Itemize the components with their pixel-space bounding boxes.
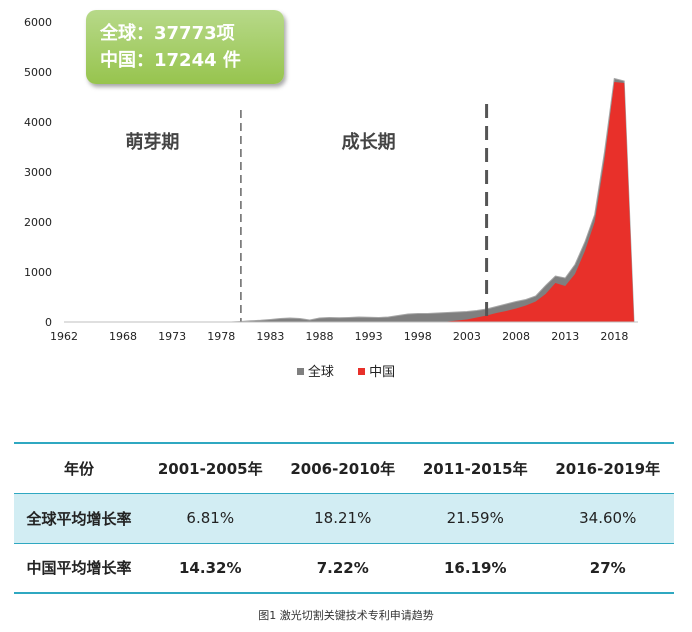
cell-global-1: 6.81% [144,492,277,544]
phase-label-1: 成长期 [342,131,396,153]
series-area-1 [64,82,634,322]
legend-swatch-china [358,368,366,375]
y-axis-tick-labels: 0 1000 2000 3000 4000 5000 6000 [24,16,52,329]
figure-caption: 图1 激光切割关键技术专利申请趋势 [258,609,434,622]
header-period-3: 2011-2015年 [422,459,528,478]
cell-china-4: 27% [589,558,626,577]
table-row-global: 全球平均增长率 6.81% 18.21% 21.59% 34.60% [14,492,674,544]
cell-china-3: 16.19% [444,558,507,577]
legend-item-china: 中国 [358,361,395,380]
x-tick-label-10: 2013 [551,330,579,343]
y-tick-label-3: 3000 [24,166,52,179]
callout-china-count: 中国：17244 件 [100,50,241,71]
y-tick-label-2: 2000 [24,216,52,229]
y-tick-label-5: 5000 [24,66,52,79]
row-label-global: 全球平均增长率 [14,492,144,544]
series-area-0 [64,77,635,323]
x-axis-tick-labels: 1962 1968 1973 1978 1983 1988 1993 1998 2003 2008… [50,330,628,343]
chart-legend: 全球 中国 [0,361,692,380]
header-year: 年份 [63,459,94,478]
y-tick-label-4: 4000 [24,116,52,129]
header-period-1: 2001-2005年 [157,459,263,478]
phase-label-0: 萌芽期 [125,131,179,153]
row-label-china: 中国平均增长率 [26,559,132,578]
phase-dividers [240,104,489,322]
x-tick-label-1: 1968 [109,330,137,343]
x-tick-label-7: 1998 [404,330,432,343]
series-areas [64,77,635,323]
legend-label-global: 全球 [307,365,334,380]
header-period-4: 2016-2019年 [555,459,661,478]
callout-global-count: 全球：37773项 [100,23,235,44]
y-tick-label-6: 6000 [24,16,52,29]
table-header-row: 年份 2001-2005年 2006-2010年 2011-2015年 2016… [14,443,674,493]
x-tick-label-9: 2008 [502,330,530,343]
y-tick-label-0: 0 [45,316,52,329]
x-tick-label-3: 1978 [207,330,235,343]
cell-global-2: 18.21% [276,492,409,544]
table-row-china: 中国平均增长率 14.32% 7.22% 16.19% 27% [14,543,674,593]
x-tick-label-0: 1962 [50,330,78,343]
cell-global-3: 21.59% [409,492,542,544]
x-tick-label-2: 1973 [158,330,186,343]
y-tick-label-1: 1000 [24,266,52,279]
cell-global-4: 34.60% [541,492,674,544]
header-period-2: 2006-2010年 [290,459,396,478]
total-count-callout: 全球：37773项 中国：17244 件 [86,10,284,84]
legend-item-global: 全球 [296,361,334,380]
phase-labels: 萌芽期 成长期 [125,131,395,153]
x-tick-label-4: 1983 [256,330,284,343]
x-tick-label-6: 1993 [355,330,383,343]
x-tick-label-11: 2018 [600,330,628,343]
x-tick-label-8: 2003 [453,330,481,343]
cell-china-1: 14.32% [179,558,242,577]
legend-swatch-global [296,368,304,375]
legend-label-china: 中国 [369,365,396,380]
x-tick-label-5: 1988 [306,330,334,343]
cell-china-2: 7.22% [316,558,369,577]
growth-rate-table: 年份 2001-2005年 2006-2010年 2011-2015年 2016… [14,442,674,594]
